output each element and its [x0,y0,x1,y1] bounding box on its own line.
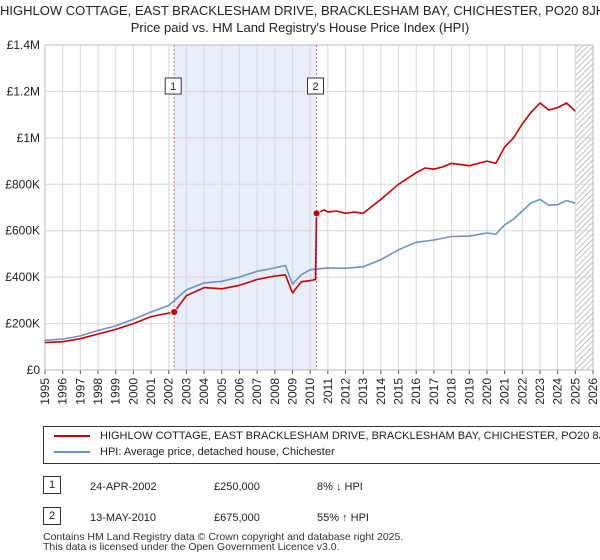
sale-point [312,209,321,218]
footer-attribution: Contains HM Land Registry data © Crown c… [43,531,404,553]
forecast-hatch [575,45,593,370]
x-tick-label: 2012 [339,378,353,405]
x-tick-label: 2016 [409,378,423,405]
x-tick-label: 1999 [109,378,123,405]
plot-border [44,44,594,371]
x-tick-label: 2008 [268,378,282,405]
transaction-hpi-change: 55% ↑ HPI [317,512,369,524]
transaction-date: 13-MAY-2010 [90,512,157,524]
legend-swatch-property [54,435,90,438]
x-tick-label: 2010 [303,378,317,405]
y-tick-label: £1.2M [7,84,40,98]
x-tick-label: 2024 [551,378,565,405]
x-tick-label: 2025 [568,378,582,405]
transaction-number-badge: 1 [43,476,61,494]
x-tick-label: 1998 [91,378,105,405]
x-tick-label: 2007 [250,378,264,405]
chart-legend: HIGHLOW COTTAGE, EAST BRACKLESHAM DRIVE,… [43,426,600,464]
chart-subtitle: Price paid vs. HM Land Registry's House … [130,20,470,35]
x-tick-label: 2013 [356,378,370,405]
x-tick-label: 2003 [179,378,193,405]
x-tick-label: 2018 [445,378,459,405]
transaction-price: £250,000 [214,481,260,493]
x-tick-label: 2019 [462,378,476,405]
price-chart: £0 £200K £400K £600K £800K £1M £1.2M £1.4M 1995 1… [5,38,600,405]
plot-area [45,45,593,370]
y-tick-label: £1.4M [7,38,40,52]
chart-header: HIGHLOW COTTAGE, EAST BRACKLESHAM DRIVE,… [0,0,600,36]
ownership-shade [174,45,317,370]
y-tick-label: £600K [5,224,40,238]
x-tick-label: 2005 [215,378,229,405]
y-tick-label: £400K [5,270,40,284]
footer-line-2: This data is licensed under the Open Gov… [43,541,340,553]
hpi-line [44,198,576,342]
legend-label-property: HIGHLOW COTTAGE, EAST BRACKLESHAM DRIVE,… [100,430,600,443]
x-tick-label: 2004 [197,378,211,405]
sale-point [170,308,179,316]
transaction-hpi-change: 8% ↓ HPI [317,481,363,493]
x-tick-label: 1997 [73,378,87,405]
x-tick-label: 2026 [586,378,600,405]
legend-label-hpi: HPI: Average price, detached house, Chic… [100,446,335,459]
x-tick-label: 1996 [56,378,70,405]
y-tick-label: £0 [27,363,41,377]
legend-item-hpi: HPI: Average price, detached house, Chic… [54,446,335,462]
y-tick-label: £200K [5,317,40,331]
sale-marker-label: 1 [170,81,176,93]
legend-item-property: HIGHLOW COTTAGE, EAST BRACKLESHAM DRIVE,… [54,430,600,446]
x-tick-label: 2023 [533,378,547,405]
x-tick-label: 2020 [480,378,494,405]
sale-marker-label: 2 [312,81,318,93]
x-tick-label: 2017 [427,378,441,405]
transaction-date: 24-APR-2002 [90,481,157,493]
sale-marker-badge [307,77,325,95]
x-tick-label: 2000 [126,378,140,405]
x-tick-label: 2022 [515,378,529,405]
x-tick-label: 2009 [285,378,299,405]
legend-swatch-hpi [54,451,90,454]
x-tick-label: 2006 [232,378,246,405]
y-tick-label: £800K [5,177,40,191]
chart-title: HIGHLOW COTTAGE, EAST BRACKLESHAM DRIVE,… [0,3,600,18]
x-tick-label: 2002 [162,378,176,405]
y-tick-label: £1M [17,131,40,145]
x-tick-label: 2011 [321,378,335,404]
x-tick-label: 2001 [144,378,158,405]
x-tick-label: 2015 [392,378,406,405]
x-tick-label: 2021 [498,378,512,405]
x-tick-label: 1995 [38,378,52,405]
footer-line-1: Contains HM Land Registry data © Crown c… [43,531,404,543]
transaction-number-badge: 2 [43,507,61,525]
property-price-line [44,102,576,344]
x-tick-label: 2014 [374,378,388,405]
transaction-price: £675,000 [214,512,260,524]
sale-marker-badge [164,77,182,95]
